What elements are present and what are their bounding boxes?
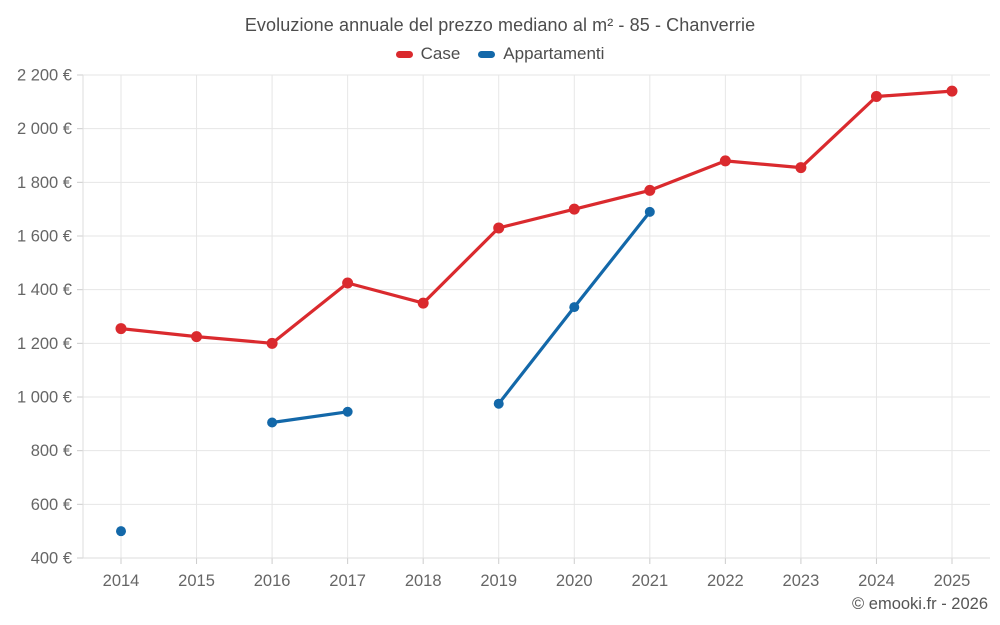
- x-tick-label: 2014: [103, 572, 140, 590]
- legend-label-case: Case: [420, 44, 461, 63]
- x-tick-label: 2023: [783, 572, 820, 590]
- series-line-appartamenti: [270, 210, 652, 425]
- data-point-case-2021: [644, 184, 656, 196]
- legend-item-appartamenti: Appartamenti: [478, 44, 604, 64]
- series-line-case: [119, 89, 954, 345]
- legend-item-case: Case: [395, 44, 461, 64]
- legend-label-appartamenti: Appartamenti: [503, 44, 605, 63]
- x-tick-label: 2016: [254, 572, 291, 590]
- y-tick-label: 1 400 €: [17, 281, 72, 299]
- y-tick-label: 1 000 €: [17, 389, 72, 407]
- y-tick-label: 1 800 €: [17, 174, 72, 192]
- x-tick-label: 2015: [178, 572, 215, 590]
- data-point-appartamenti-2019: [493, 398, 504, 409]
- x-tick-label: 2019: [480, 572, 517, 590]
- data-point-appartamenti-2014: [116, 526, 126, 537]
- data-point-case-2024: [870, 90, 882, 102]
- data-point-appartamenti-2016: [267, 417, 278, 428]
- chart-title: Evoluzione annuale del prezzo mediano al…: [244, 15, 756, 35]
- data-point-case-2020: [568, 203, 580, 215]
- data-point-appartamenti-2017: [342, 406, 353, 417]
- x-tick-label: 2024: [858, 572, 895, 590]
- y-tick-label: 1 600 €: [17, 228, 72, 246]
- data-point-case-2025: [946, 85, 958, 97]
- copyright-note: © emooki.fr - 2026: [852, 595, 988, 613]
- y-tick-label: 2 200 €: [17, 67, 72, 85]
- data-point-case-2017: [342, 277, 354, 289]
- data-point-appartamenti-2020: [569, 302, 580, 313]
- y-tick-label: 400 €: [31, 550, 72, 568]
- y-tick-label: 1 200 €: [17, 335, 72, 353]
- data-point-case-2022: [719, 155, 731, 167]
- chart-legend: Case Appartamenti: [0, 44, 1000, 64]
- data-point-case-2019: [493, 222, 505, 234]
- data-point-case-2023: [795, 162, 807, 174]
- x-tick-label: 2021: [631, 572, 668, 590]
- data-point-case-2016: [266, 337, 278, 349]
- y-tick-label: 600 €: [31, 496, 72, 514]
- x-tick-label: 2020: [556, 572, 593, 590]
- x-tick-label: 2025: [934, 572, 971, 590]
- data-point-case-2014: [115, 323, 127, 335]
- x-tick-label: 2017: [329, 572, 366, 590]
- x-tick-label: 2022: [707, 572, 744, 590]
- data-point-case-2018: [417, 297, 429, 309]
- y-tick-label: 800 €: [31, 442, 72, 460]
- legend-swatch-appartamenti-icon: [478, 50, 496, 58]
- y-tick-label: 2 000 €: [17, 120, 72, 138]
- data-point-case-2015: [191, 331, 203, 343]
- data-point-appartamenti-2021: [644, 206, 655, 217]
- x-tick-label: 2018: [405, 572, 442, 590]
- legend-swatch-case-icon: [395, 50, 413, 58]
